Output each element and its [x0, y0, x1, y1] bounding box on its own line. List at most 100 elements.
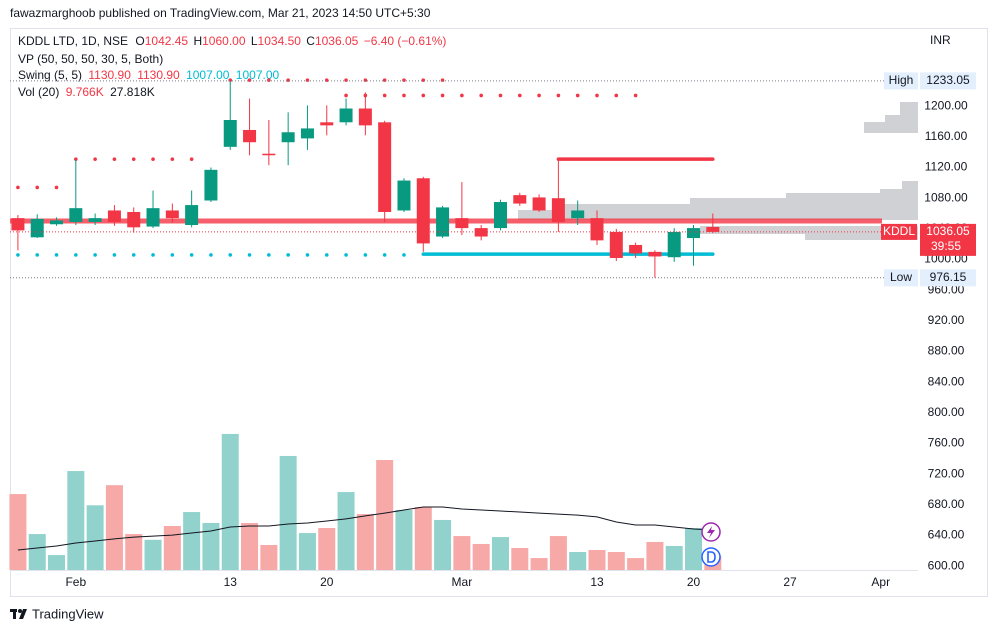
volume-bar	[241, 522, 259, 570]
swing-dot	[54, 185, 59, 190]
volume-bar	[9, 494, 27, 570]
candle-body	[107, 210, 121, 222]
legend-symbol: KDDL LTD, 1D, NSE	[18, 34, 128, 48]
swing-dot	[382, 253, 387, 257]
candle-body	[50, 220, 64, 225]
swing-dot	[170, 253, 175, 257]
candle-body	[667, 231, 681, 258]
x-tick-label: 20	[320, 575, 334, 589]
volume-bar	[511, 547, 529, 570]
swing-dot	[382, 93, 387, 98]
price-box	[920, 72, 976, 90]
swing-dot	[35, 253, 40, 257]
volume-ma-line	[17, 506, 713, 551]
symbol-box	[881, 223, 917, 240]
candle-body	[590, 218, 604, 241]
legend-value: 1060.00	[202, 34, 246, 48]
legend-value: 27.818K	[110, 85, 155, 99]
swing-dot	[382, 78, 387, 82]
swing-dot	[498, 93, 503, 98]
candle-body	[127, 211, 141, 228]
legend-value: 1007.00	[186, 68, 230, 82]
candle-body	[320, 122, 334, 126]
candle-body	[629, 244, 643, 254]
price-text: 1233.05	[926, 73, 970, 87]
event-icons	[701, 522, 721, 567]
swing-dot	[421, 93, 426, 98]
volume-bar	[337, 492, 355, 570]
x-tick-label: 27	[783, 575, 797, 589]
candle-body	[706, 226, 720, 232]
y-tick-label: 640.00	[928, 528, 965, 542]
volume-bar	[472, 543, 490, 570]
swing-dot	[537, 93, 541, 98]
y-tick-label: 1200.00	[924, 98, 968, 112]
label-text: Low	[890, 270, 912, 284]
y-tick-label: 720.00	[928, 466, 965, 480]
volume-bar	[376, 459, 394, 570]
swing-dot	[151, 157, 155, 161]
swing-dot	[16, 185, 20, 190]
candle-body	[436, 207, 450, 237]
y-tick-label: 1080.00	[924, 190, 968, 204]
volume-bar	[627, 558, 645, 570]
swing-dot	[112, 157, 117, 161]
swing-dot	[440, 93, 445, 98]
volume-bar	[28, 534, 46, 570]
candle-body	[687, 228, 701, 239]
candle-body	[185, 205, 199, 226]
swing-dot	[267, 253, 271, 257]
volume-profile	[518, 102, 918, 240]
swing-dot	[93, 253, 97, 257]
volume-bar	[67, 471, 85, 570]
candle-body	[397, 180, 411, 211]
swing-dot	[363, 78, 368, 82]
volume-bar	[549, 536, 567, 570]
candle-body	[204, 169, 218, 201]
swing-dot	[54, 253, 59, 257]
candle-body	[281, 132, 295, 143]
swing-dot	[402, 78, 406, 82]
legend-value: 9.766K	[66, 85, 104, 99]
x-tick-label: 20	[687, 575, 701, 589]
y-tick-label: 680.00	[928, 497, 965, 511]
swing-dot	[35, 185, 40, 190]
volume-bar	[86, 505, 104, 570]
y-tick-label: 920.00	[928, 313, 965, 327]
volume-bar	[356, 514, 374, 570]
legend-key: L	[251, 34, 258, 48]
legend-key: C	[306, 34, 315, 48]
swing-dot	[112, 253, 117, 257]
price-box	[920, 223, 976, 256]
volume-bar	[202, 522, 220, 570]
volume-bar	[569, 552, 587, 570]
label-box	[884, 269, 918, 287]
candle-body	[262, 153, 276, 156]
y-tick-label: 600.00	[928, 558, 965, 572]
volume-bar	[607, 552, 625, 570]
countdown-text: 39:55	[931, 239, 961, 253]
candle-body	[455, 218, 469, 229]
candle-body	[513, 195, 527, 204]
volume-bar	[105, 485, 123, 570]
swing-dot	[189, 253, 194, 257]
legend-vol: Vol (20)	[18, 85, 59, 99]
swing-dot	[189, 157, 194, 161]
candle-body	[30, 218, 44, 238]
y-tick-label: 1160.00	[925, 129, 968, 143]
swing-dot	[151, 253, 155, 257]
candle-body	[146, 208, 160, 227]
swing-dot	[267, 78, 271, 82]
swing-dot	[74, 253, 78, 257]
price-box	[920, 269, 976, 287]
icon-d	[707, 551, 716, 563]
x-tick-label: 13	[224, 575, 238, 589]
swing-dot	[131, 157, 136, 161]
volume-bar	[48, 555, 66, 570]
candle-body	[69, 208, 83, 222]
candle-body	[609, 231, 623, 258]
candle-body	[551, 198, 565, 222]
legend-line-4: Vol (20) 9.766K 27.818K	[18, 85, 155, 99]
legend-line-3: Swing (5, 5) 1130.90 1130.90 1007.00 100…	[18, 68, 280, 82]
